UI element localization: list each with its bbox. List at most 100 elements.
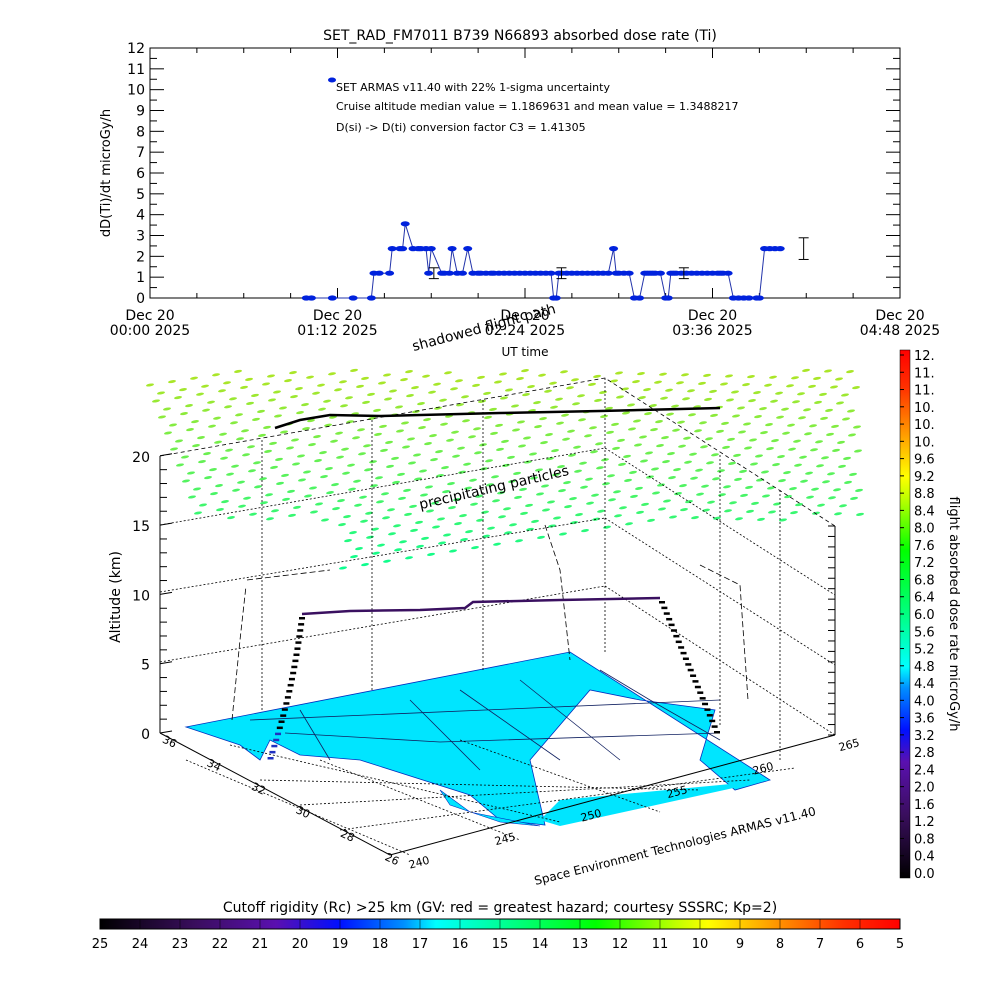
particle-mark [654, 380, 662, 384]
particle-mark [326, 491, 334, 495]
particle-mark [484, 415, 492, 419]
particle-mark [409, 504, 417, 508]
particle-mark [447, 482, 455, 486]
particle-mark [158, 415, 166, 419]
dose-colorbar-tick-label: 10. [914, 418, 935, 433]
particle-mark [843, 456, 851, 460]
particle-mark [450, 387, 458, 391]
particle-mark [287, 489, 295, 493]
particle-mark [725, 374, 733, 378]
particle-mark [423, 418, 431, 422]
particle-mark [542, 508, 550, 512]
particle-mark [461, 395, 469, 399]
particle-mark [354, 503, 362, 507]
data-point [426, 246, 436, 252]
dose-colorbar-tick-label: 10. [914, 435, 935, 450]
particle-mark [276, 481, 284, 485]
y-tick-label: 11 [127, 62, 145, 78]
particle-mark [588, 382, 596, 386]
particle-mark [353, 479, 361, 483]
flight-path-climb [267, 617, 305, 760]
rigidity-colorbar-tick-label: 24 [132, 937, 149, 952]
particle-mark [657, 483, 665, 487]
particle-mark [303, 470, 311, 474]
legend-line-3: D(si) -> D(ti) conversion factor C3 = 1.… [336, 121, 586, 134]
particle-mark [802, 368, 810, 372]
particle-mark [666, 412, 674, 416]
particle-mark [371, 527, 379, 531]
particle-mark [284, 379, 292, 383]
z-minor-tick-hidden [828, 332, 835, 334]
particle-mark [578, 418, 586, 422]
particle-mark [688, 413, 696, 417]
particle-mark [616, 395, 624, 399]
latitude-tick-label: 34 [205, 756, 223, 774]
particle-mark [647, 518, 655, 522]
particle-mark [832, 448, 840, 452]
particle-mark [751, 501, 759, 505]
particle-mark [400, 378, 408, 382]
z-tick [159, 522, 173, 526]
dose-colorbar-tick-label: 0.4 [914, 850, 935, 865]
particle-mark [383, 373, 391, 377]
particle-mark [600, 414, 608, 418]
particle-mark [392, 480, 400, 484]
particle-mark [498, 515, 506, 519]
data-point [744, 295, 754, 301]
particle-mark [152, 399, 160, 403]
particle-mark [605, 406, 613, 410]
particle-mark [804, 432, 812, 436]
particle-mark [747, 375, 755, 379]
data-point [546, 270, 556, 276]
descent-point [694, 685, 701, 689]
rigidity-colorbar-tick-label: 23 [172, 937, 189, 952]
particle-mark [593, 374, 601, 378]
particle-mark [608, 498, 616, 502]
y-tick-label: 1 [136, 270, 145, 286]
particle-mark [215, 484, 223, 488]
particle-mark [659, 372, 667, 376]
particle-mark [219, 432, 227, 436]
particle-mark [182, 479, 190, 483]
particle-mark [545, 433, 553, 437]
flight-path-descent [659, 601, 720, 734]
particle-mark [596, 466, 604, 470]
particle-mark [382, 516, 390, 520]
particle-mark [405, 556, 413, 560]
particle-mark [740, 493, 748, 497]
particle-mark [238, 504, 246, 508]
particle-mark [718, 493, 726, 497]
particle-mark [190, 376, 198, 380]
particle-mark [672, 428, 680, 432]
particle-mark [364, 468, 372, 472]
particle-mark [486, 483, 494, 487]
particle-mark [524, 460, 532, 464]
particle-mark [767, 486, 775, 490]
y-tick-label: 0 [136, 291, 145, 307]
particle-mark [613, 490, 621, 494]
particle-mark [853, 425, 861, 429]
particle-mark [619, 506, 627, 510]
particle-mark [803, 408, 811, 412]
particle-mark [529, 452, 537, 456]
particle-mark [729, 501, 737, 505]
particle-mark [402, 445, 410, 449]
particle-mark [170, 447, 178, 451]
particle-mark [337, 499, 345, 503]
data-point [447, 246, 457, 252]
particle-mark [225, 448, 233, 452]
particle-mark [146, 383, 154, 387]
particle-mark [275, 457, 283, 461]
z-tick-label: 0 [141, 727, 150, 743]
particle-mark [589, 426, 597, 430]
particle-mark [432, 525, 440, 529]
particle-mark [495, 423, 503, 427]
particle-mark [549, 381, 557, 385]
particle-mark [764, 383, 772, 387]
descent-point [682, 657, 689, 661]
particle-mark [288, 513, 296, 517]
x-tick-label-date: Dec 20 [688, 308, 737, 324]
particle-mark [743, 422, 751, 426]
particle-mark [793, 439, 801, 443]
particle-mark [440, 422, 448, 426]
